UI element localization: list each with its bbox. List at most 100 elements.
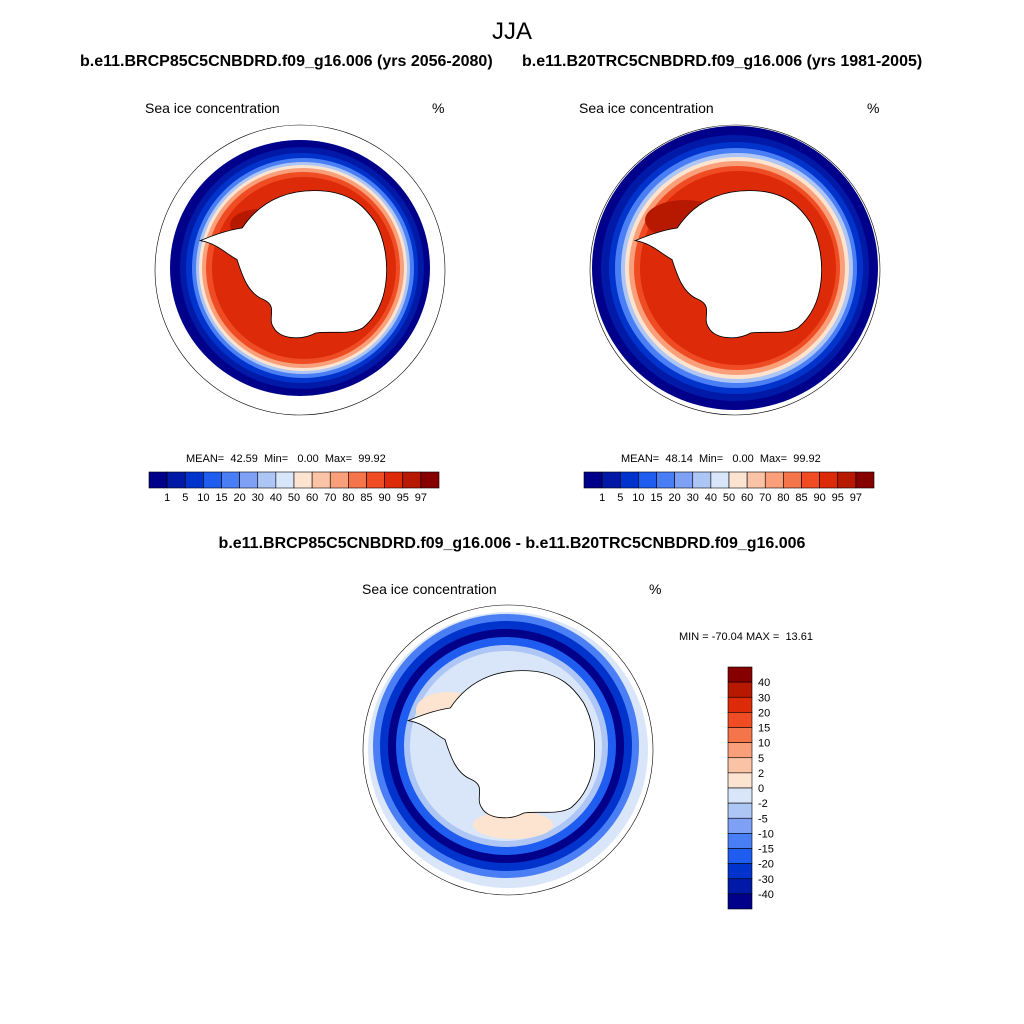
diff-case-title: b.e11.BRCP85C5CNBDRD.f09_g16.006 - b.e11…	[218, 535, 806, 552]
panel2-colorbar-swatch	[656, 471, 675, 489]
panel2-map	[589, 124, 881, 416]
panel2-map-boundary	[589, 124, 881, 416]
panel1-units-label: %	[432, 100, 445, 116]
panel2-colorbar-swatch	[710, 471, 730, 489]
diff-max-label: MAX =	[745, 631, 780, 643]
diff-colorbar-tick-label: -10	[758, 828, 774, 840]
diff-units-label: %	[649, 581, 662, 597]
panel2-colorbar-swatch	[746, 471, 766, 489]
panel1-colorbar-tick-label: 20	[234, 492, 246, 504]
panel2-colorbar-tick-label: 60	[741, 492, 753, 504]
panel1-colorbar-swatch	[366, 471, 385, 489]
panel1-colorbar-swatch	[348, 471, 367, 489]
panel1-colorbar-tick-label: 70	[324, 492, 336, 504]
panel2-colorbar-tick-label: 85	[795, 492, 807, 504]
diff-colorbar-tick-label: -30	[758, 874, 774, 886]
panel1-stats: MEAN= 42.59 Min= 0.00 Max= 99.92	[186, 453, 386, 465]
diff-colorbar-swatch	[727, 772, 753, 789]
diff-colorbar-tick-label: -20	[758, 859, 774, 871]
panel1-colorbar-tick-label: 40	[270, 492, 282, 504]
panel1-mean-value: 42.59	[230, 453, 258, 465]
panel2-variable-label: Sea ice concentration	[579, 100, 714, 116]
diff-colorbar-tick-label: 2	[758, 768, 764, 780]
panel1-colorbar-swatch	[203, 471, 222, 489]
panel1-colorbar-swatch	[311, 471, 331, 489]
panel1-colorbar-swatch	[221, 471, 240, 489]
panel2-colorbar-tick-label: 20	[669, 492, 681, 504]
diff-colorbar-swatch	[727, 696, 753, 713]
panel2-colorbar-swatch	[674, 471, 694, 489]
diff-colorbar-tick-label: 40	[758, 677, 770, 689]
panel1-colorbar-tick-label: 95	[397, 492, 409, 504]
panel1-max-label: Max=	[324, 453, 353, 465]
panel2-colorbar-swatch	[855, 471, 875, 489]
panel1-colorbar-tick-label: 1	[164, 492, 170, 504]
panel2-colorbar-swatch	[801, 471, 820, 489]
diff-colorbar-tick-label: -15	[758, 844, 774, 856]
panel2-colorbar-swatch	[692, 471, 712, 489]
panel1-colorbar-swatch	[293, 471, 313, 489]
panel1-colorbar-tick-label: 80	[342, 492, 354, 504]
panel2-colorbar-swatch	[638, 471, 657, 489]
panel1-colorbar-swatch	[420, 471, 440, 489]
panel2-min-value: 0.00	[732, 453, 754, 465]
panel2-stats: MEAN= 48.14 Min= 0.00 Max= 99.92	[621, 453, 821, 465]
figure-title: JJA	[491, 18, 532, 45]
panel1-colorbar-swatch	[329, 471, 349, 489]
panel2-max-label: Max=	[759, 453, 788, 465]
diff-min-label: MIN =	[679, 631, 709, 643]
diff-stats: MIN = -70.04 MAX = 13.61	[679, 631, 813, 643]
panel1-colorbar-tick-label: 15	[215, 492, 227, 504]
panel1-colorbar-tick-label: 85	[360, 492, 372, 504]
panel1-case-title: b.e11.BRCP85C5CNBDRD.f09_g16.006 (yrs 20…	[80, 53, 493, 70]
diff-colorbar-swatch	[727, 802, 753, 819]
diff-colorbar-tick-label: -2	[758, 798, 768, 810]
panel1-colorbar-swatch	[239, 471, 259, 489]
panel1-variable-label: Sea ice concentration	[145, 100, 280, 116]
panel1-colorbar-swatch	[148, 471, 168, 489]
panel2-colorbar-tick-label: 1	[599, 492, 605, 504]
panel1-colorbar-swatch	[257, 471, 277, 489]
panel2-colorbar-swatch	[601, 471, 621, 489]
diff-colorbar-swatch	[727, 712, 753, 728]
panel1-colorbar-tick-label: 97	[415, 492, 427, 504]
panel2-colorbar-tick-label: 5	[617, 492, 623, 504]
panel2-colorbar-swatch	[764, 471, 784, 489]
diff-colorbar-swatch	[727, 757, 753, 774]
panel1-colorbar-swatch	[184, 471, 204, 489]
panel2-colorbar-tick-label: 70	[759, 492, 771, 504]
diff-patch-ross	[473, 811, 553, 839]
panel2-colorbar-tick-label: 10	[632, 492, 644, 504]
panel1-colorbar-swatch	[166, 471, 186, 489]
diff-colorbar-swatch	[727, 863, 753, 880]
panel1-colorbar-tick-label: 90	[379, 492, 391, 504]
panel1-map-boundary	[154, 124, 446, 416]
panel2-units-label: %	[867, 100, 880, 116]
diff-colorbar-tick-label: 15	[758, 723, 770, 735]
diff-colorbar-swatch	[727, 878, 753, 895]
diff-colorbar-tick-label: 10	[758, 738, 770, 750]
panel2-colorbar-swatch	[728, 471, 748, 489]
panel1-colorbar-tick-label: 5	[182, 492, 188, 504]
diff-min-value: -70.04	[711, 631, 743, 643]
panel2-case-title: b.e11.B20TRC5CNBDRD.f09_g16.006 (yrs 198…	[522, 53, 923, 70]
panel1-colorbar-tick-label: 60	[306, 492, 318, 504]
diff-colorbar-swatch	[727, 727, 753, 743]
panel1-min-value: 0.00	[297, 453, 319, 465]
diff-colorbar-swatch	[727, 833, 753, 849]
panel2-min-label: Min=	[699, 453, 724, 465]
panel2-colorbar-tick-label: 40	[705, 492, 717, 504]
diff-colorbar-tick-label: -40	[758, 889, 774, 901]
panel2-colorbar-swatch	[619, 471, 639, 489]
panel2-colorbar-tick-label: 97	[850, 492, 862, 504]
diff-colorbar-tick-label: 5	[758, 753, 764, 765]
panel2-colorbar: 1 5 10 15 20 30 40 50 60 70 80 85 90 95 97	[583, 471, 875, 504]
diff-colorbar-swatch	[727, 681, 753, 698]
panel1-min-label: Min=	[264, 453, 289, 465]
panel1-colorbar-swatch	[402, 471, 422, 489]
panel1-max-value: 99.92	[358, 453, 386, 465]
panel2-colorbar-tick-label: 50	[723, 492, 735, 504]
diff-colorbar-tick-label: 20	[758, 707, 770, 719]
